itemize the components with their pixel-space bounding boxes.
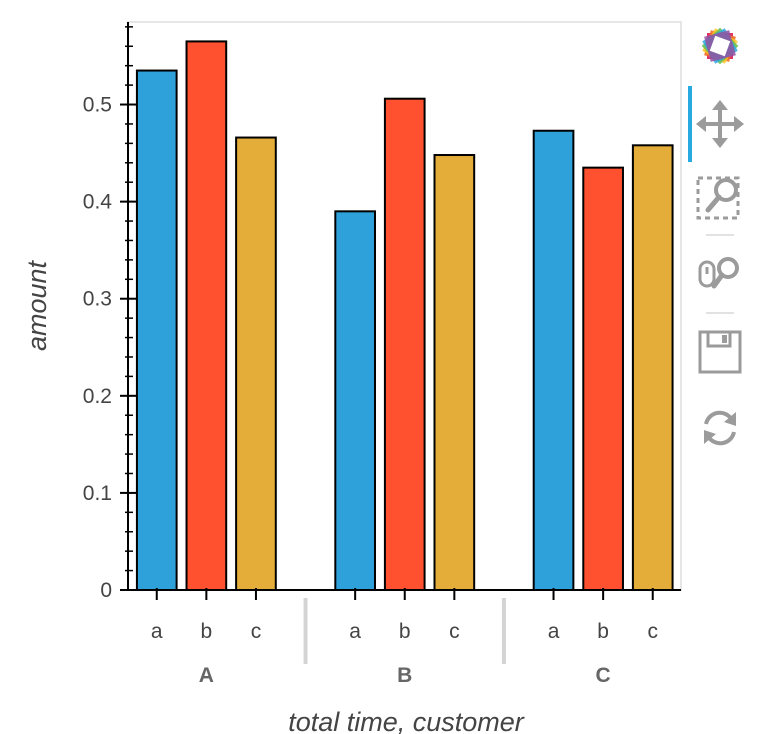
y-tick-label: 0.5 [83, 94, 112, 117]
x-subcategory-label: b [597, 620, 609, 643]
bar-B-a [334, 210, 376, 591]
x-subcategory-label: c [251, 620, 262, 643]
x-subcategory-label: b [201, 620, 213, 643]
pan-tool-button[interactable] [688, 86, 746, 162]
x-subcategory-label: b [399, 620, 411, 643]
wheel-zoom-icon [698, 257, 739, 289]
x-group-label: A [199, 664, 214, 687]
x-subcategory-label: a [151, 620, 163, 643]
y-axis-title: amount [22, 259, 52, 351]
bar-A-c [235, 136, 277, 592]
x-group-label: B [397, 664, 412, 687]
y-tick-label: 0.4 [83, 191, 113, 214]
save-icon [698, 330, 742, 374]
axes-layer: 0 0.1 0.2 0.3 0.4 0.5 a b c Aa b c Ba b c C [83, 22, 681, 687]
reset-tool-button[interactable] [694, 402, 746, 454]
y-tick-label: 0 [100, 579, 112, 602]
bar-C-a [532, 129, 575, 591]
bar-A-b [185, 40, 228, 591]
x-axis-title: total time, customer [288, 707, 525, 734]
x-subcategory-label: a [548, 620, 560, 643]
active-tool-indicator [688, 86, 692, 162]
x-group-label: C [596, 664, 611, 687]
toolbar-separator [706, 312, 734, 314]
bars-layer [135, 40, 674, 592]
toolbar-separator [706, 234, 734, 236]
bar-B-b [383, 97, 426, 591]
y-tick-label: 0.2 [83, 385, 112, 408]
bar-C-c [631, 144, 674, 592]
x-subcategory-label: c [647, 620, 658, 643]
box-zoom-icon [696, 176, 740, 220]
reset-icon [704, 410, 736, 446]
toolbar [688, 18, 752, 458]
save-tool-button[interactable] [694, 326, 746, 378]
y-tick-label: 0.3 [83, 288, 112, 311]
bar-C-b [582, 166, 624, 591]
x-subcategory-label: c [449, 620, 460, 643]
bokeh-logo-icon [701, 27, 739, 65]
bokeh-logo[interactable] [694, 20, 746, 72]
pan-icon [696, 100, 744, 148]
box-zoom-tool-button[interactable] [694, 172, 746, 224]
x-subcategory-label: a [349, 620, 361, 643]
wheel-zoom-tool-button[interactable] [694, 248, 746, 300]
bar-A-a [135, 69, 178, 592]
y-tick-label: 0.1 [83, 482, 112, 505]
bar-B-c [433, 154, 476, 591]
